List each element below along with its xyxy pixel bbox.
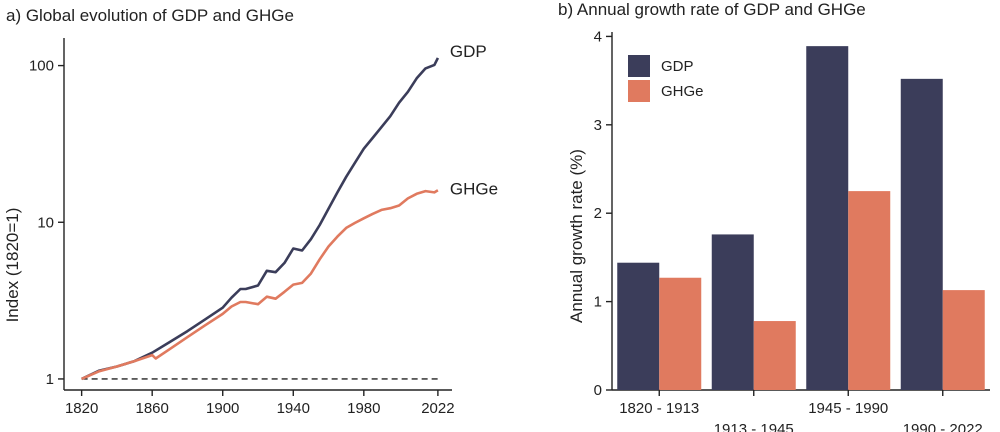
- legend-swatch-ghge: [628, 80, 650, 102]
- panel-b-x-tick-label: 1820 - 1913: [619, 400, 699, 417]
- bar-ghge-1990-2022: [942, 290, 985, 390]
- bar-ghge-1945-1990: [848, 191, 891, 390]
- panel-a: a) Global evolution of GDP and GHGe Inde…: [3, 6, 498, 417]
- panel-a-x-tick-label: 1900: [206, 400, 239, 417]
- legend: GDP GHGe: [628, 55, 704, 102]
- panel-a-x-tick-label: 1820: [65, 400, 98, 417]
- panel-b-y-tick-label: 1: [594, 294, 602, 311]
- panel-b-y-tick-label: 3: [594, 117, 602, 134]
- bar-ghge-1820-1913: [659, 277, 702, 390]
- legend-label-gdp: GDP: [661, 58, 694, 75]
- bar-gdp-1990-2022: [900, 78, 943, 391]
- panel-b-x-tick-label: 1945 - 1990: [808, 400, 888, 417]
- series-line-gdp: [81, 57, 440, 381]
- panel-a-x-tick-label: 2022: [421, 400, 454, 417]
- panel-b: b) Annual growth rate of GDP and GHGe An…: [558, 0, 990, 432]
- panel-b-x-tick-label: 1990 - 2022: [903, 421, 983, 432]
- panel-a-x-ticks: 1820 1860 1900 1940 1980 2022: [65, 390, 455, 417]
- series-label-ghge: GHGe: [450, 179, 498, 198]
- legend-swatch-gdp: [628, 55, 650, 77]
- panel-a-y-tick-label: 1: [46, 371, 54, 388]
- panel-a-y-ticks: 1 10 100: [29, 58, 64, 388]
- bar-gdp-1820-1913: [617, 262, 660, 390]
- panel-a-y-tick-label: 100: [29, 58, 54, 75]
- panel-b-y-tick-label: 0: [594, 382, 602, 399]
- bar-gdp-1913-1945: [711, 234, 754, 390]
- panel-a-y-axis-label: Index (1820=1): [3, 208, 22, 323]
- panel-a-y-tick-label: 10: [37, 214, 54, 231]
- panel-b-y-tick-label: 4: [594, 28, 602, 45]
- panel-a-series: GDP GHGe: [81, 42, 498, 381]
- panel-b-x-ticks: 1820 - 1913 1913 - 1945 1945 - 1990 1990 - …: [619, 390, 983, 432]
- panel-b-title: b) Annual growth rate of GDP and GHGe: [558, 0, 866, 19]
- bar-ghge-1913-1945: [753, 321, 796, 390]
- series-label-gdp: GDP: [450, 42, 487, 61]
- panel-b-bars: [617, 46, 985, 391]
- bar-gdp-1945-1990: [806, 46, 849, 390]
- panel-b-y-axis-label: Annual growth rate (%): [567, 149, 586, 323]
- panel-a-x-tick-label: 1860: [135, 400, 168, 417]
- legend-label-ghge: GHGe: [661, 83, 704, 100]
- panel-b-y-ticks: 0 1 2 3 4: [594, 28, 612, 399]
- panel-b-x-tick-label: 1913 - 1945: [714, 421, 794, 432]
- panel-b-y-tick-label: 2: [594, 205, 602, 222]
- panel-a-x-tick-label: 1980: [347, 400, 380, 417]
- series-line-ghge: [81, 189, 439, 381]
- panel-a-title: a) Global evolution of GDP and GHGe: [6, 6, 294, 25]
- panel-a-x-tick-label: 1940: [277, 400, 310, 417]
